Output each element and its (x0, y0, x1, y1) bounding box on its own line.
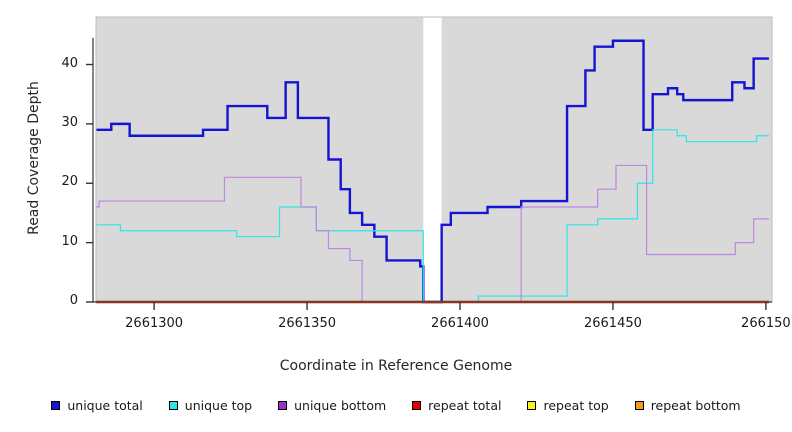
legend-label: repeat total (428, 398, 502, 413)
legend-item: repeat top (527, 398, 609, 413)
series-line-unique-top (96, 129, 769, 303)
x-tick-label: 2661350 (278, 316, 336, 331)
legend-swatch-icon (168, 401, 178, 410)
legend-label: unique top (184, 398, 253, 413)
legend-label: repeat top (543, 398, 609, 413)
legend-item: unique total (51, 398, 143, 413)
legend-swatch-icon (527, 401, 537, 410)
legend-label: unique total (67, 398, 143, 413)
x-axis-title: Coordinate in Reference Genome (279, 358, 513, 374)
x-tick-label: 266150 (741, 316, 791, 331)
legend-item: repeat total (412, 398, 501, 413)
legend-swatch-icon (412, 401, 422, 410)
y-tick-label: 0 (69, 293, 78, 308)
series-line-unique-total (96, 39, 769, 304)
x-tick-label: 2661300 (125, 316, 184, 331)
legend-item: repeat bottom (634, 398, 741, 413)
legend-swatch-icon (278, 401, 288, 410)
y-tick-label: 10 (61, 233, 78, 249)
legend-swatch-icon (634, 401, 644, 410)
x-tick-label: 2661400 (431, 316, 489, 331)
legend-label: unique bottom (294, 398, 387, 413)
x-tick-label: 2661450 (583, 316, 642, 331)
legend-item: unique top (168, 398, 253, 413)
y-tick-label: 40 (61, 55, 78, 71)
legend-swatch-icon (51, 401, 61, 410)
chart-legend: unique total unique top unique bottom repea… (0, 398, 792, 413)
coverage-gap-band (423, 17, 442, 302)
legend-label: repeat bottom (650, 398, 741, 413)
legend-item: unique bottom (278, 398, 386, 413)
y-tick-label: 30 (61, 114, 78, 130)
y-tick-label: 20 (61, 174, 78, 190)
